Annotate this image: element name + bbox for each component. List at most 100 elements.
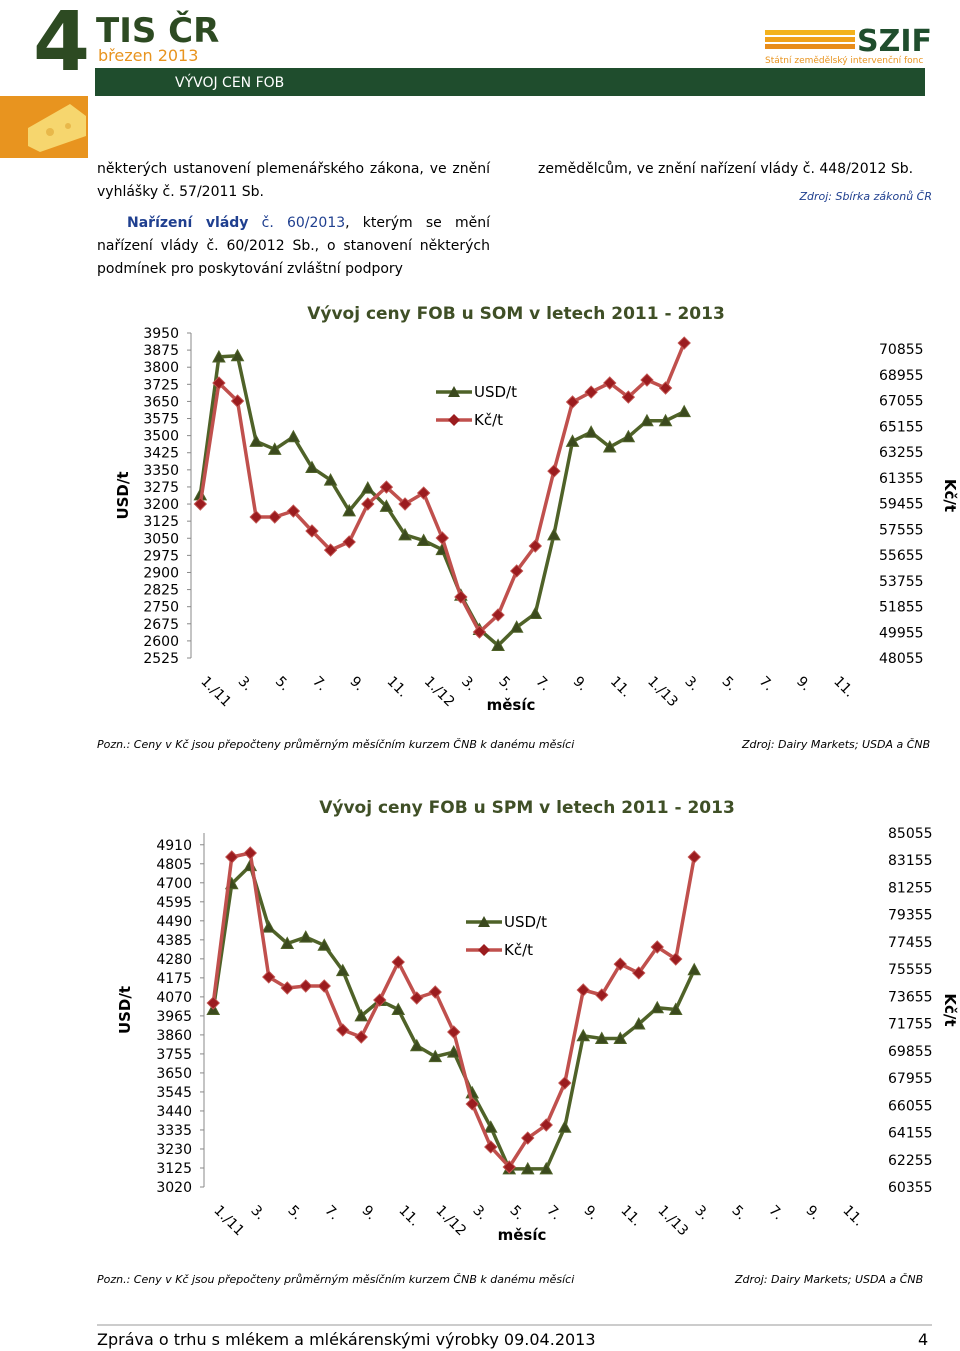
data-point [305,524,319,538]
text-column-left: některých ustanovení plemenářského zákon… [97,158,490,281]
data-point [658,413,673,427]
y-tick-label: 3755 [156,1047,192,1063]
x-tick-label: 9. [802,1203,823,1224]
legend-marker [448,386,460,397]
y-tick-label: 4280 [156,952,192,968]
y2-tick-label: 63255 [879,445,924,461]
x-tick-label: 1./13 [644,674,681,711]
y-tick-label: 4595 [156,895,192,911]
y-tick-label: 3725 [143,377,179,393]
x-tick-label: 1./13 [654,1203,691,1240]
data-point [379,499,394,512]
data-point [595,988,609,1002]
data-point [584,385,598,399]
cheese-icon [28,104,86,152]
y-tick-label: 3440 [156,1104,192,1120]
data-point [212,376,226,390]
y-tick-label: 3545 [156,1085,192,1101]
y-tick-label: 3230 [156,1142,192,1158]
stripe [765,37,855,42]
section-bar [95,68,925,96]
y2-tick-label: 48055 [879,651,924,667]
data-point [249,510,263,524]
chart-source: Zdroj: Dairy Markets; USDA a ČNB [742,738,931,751]
x-tick-label: 11. [384,674,411,701]
y-tick-label: 2825 [143,583,179,599]
x-tick-label: 5. [284,1203,305,1224]
y2-tick-label: 85055 [888,826,933,842]
legend-label: Kč/t [504,941,533,959]
brand: SZIF [857,24,932,59]
footer-text: Zpráva o trhu s mlékem a mlékárenskými v… [97,1330,596,1349]
data-point [565,395,580,409]
data-point [360,481,375,494]
y2-tick-label: 81255 [888,880,933,896]
data-point [435,531,449,545]
data-point [465,1097,479,1111]
data-point [299,979,313,993]
data-point [447,1025,461,1039]
x-tick-label: 9. [358,1203,379,1224]
y-tick-label: 3050 [143,531,179,547]
y2-tick-label: 77455 [888,935,933,951]
data-point [658,381,673,395]
x-axis-label: měsíc [498,1226,547,1244]
y-tick-label: 4070 [156,990,192,1006]
y2-tick-label: 57555 [879,522,924,538]
y-tick-label: 2675 [143,617,179,633]
x-tick-label: 1./11 [197,674,234,711]
x-tick-label: 11. [395,1203,422,1230]
y-axis-label: USD/t [116,986,134,1034]
y-tick-label: 3965 [156,1009,192,1025]
data-point [354,1030,368,1044]
data-point [687,962,702,976]
x-tick-label: 11. [839,1203,866,1230]
cheese-hole [46,128,54,136]
chart: Vývoj ceny FOB u SPM v letech 2011 - 201… [116,798,959,1244]
header-title: TIS ČR [96,10,219,51]
stripe [765,30,855,35]
data-point [521,1131,535,1145]
data-point [640,413,654,427]
y2-axis-label: Kč/t [941,993,959,1026]
series-line [198,354,685,648]
data-point [416,486,431,500]
header-date: březen 2013 [98,46,198,65]
data-point [398,527,412,541]
data-point [491,638,505,651]
paragraph: Nařízení vlády č. 60/2013, kterým se měn… [97,212,490,281]
data-point [298,930,313,943]
y2-tick-label: 70855 [879,342,924,358]
data-point [373,993,387,1007]
data-point [557,1120,572,1133]
data-point [261,920,276,933]
data-point [539,1161,554,1175]
chart-note: Pozn.: Ceny v Kč jsou přepočteny průměrn… [97,738,575,751]
x-tick-label: 7. [756,674,777,695]
brand-subtitle: Státní zemědělský intervenční fonc [765,55,923,66]
text-column-right: zemědělcům, ve znění nařízení vlády č. 4… [538,158,932,208]
source: Zdroj: Sbírka zákonů ČR [799,190,932,203]
data-point [323,543,338,557]
data-point [547,464,561,478]
x-tick-label: 11. [830,674,857,701]
data-point [230,348,245,362]
data-point [502,1160,516,1174]
data-point [354,1008,369,1022]
legend-label: USD/t [504,913,547,931]
x-tick-label: 9. [793,674,814,695]
y-tick-label: 4385 [156,933,192,949]
data-point [576,983,590,997]
x-tick-label: 11. [617,1203,644,1230]
x-tick-label: 3. [691,1203,712,1224]
regulation-name: Nařízení vlády [127,215,249,231]
data-point [446,1045,461,1058]
data-point [491,608,505,622]
y2-tick-label: 51855 [879,600,924,616]
y2-tick-label: 68955 [879,368,924,384]
data-point [280,936,295,949]
x-tick-label: 3. [469,1203,490,1224]
y-tick-label: 3800 [143,360,179,376]
y-tick-label: 3125 [156,1161,192,1177]
data-point [206,996,220,1010]
